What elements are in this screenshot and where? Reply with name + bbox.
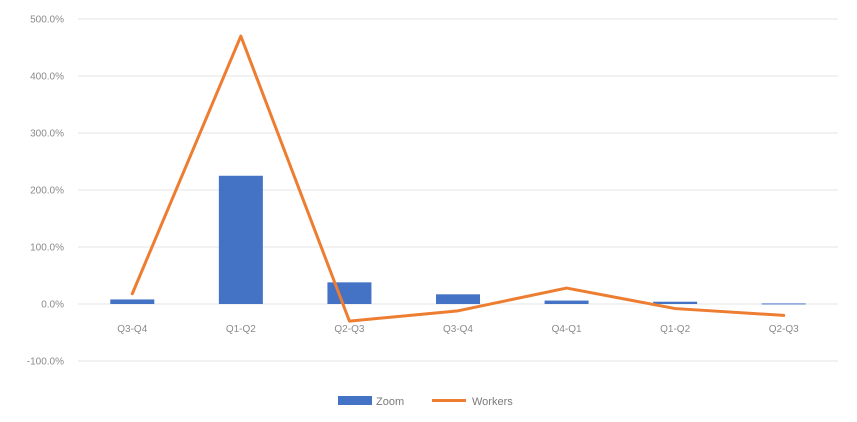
zoom-bars <box>110 175 806 305</box>
bar-zoom <box>653 301 698 304</box>
x-tick-label: Q2-Q3 <box>769 324 799 335</box>
x-tick-label: Q3-Q4 <box>443 324 473 335</box>
x-tick-label: Q2-Q3 <box>334 324 364 335</box>
y-tick-label: 200.0% <box>30 186 64 197</box>
x-tick-label: Q1-Q2 <box>226 324 256 335</box>
x-axis-tick-labels: Q3-Q4 Q1-Q2 Q2-Q3 Q3-Q4 Q4-Q1 Q1-Q2 Q2-Q3 <box>117 324 799 335</box>
legend-label-zoom: Zoom <box>376 396 404 408</box>
y-tick-label: 500.0% <box>30 15 64 26</box>
x-tick-label: Q1-Q2 <box>660 324 690 335</box>
x-tick-label: Q3-Q4 <box>117 324 147 335</box>
workers-line <box>130 34 786 323</box>
bar-zoom <box>436 294 480 304</box>
series-line-workers <box>130 34 786 323</box>
y-tick-label: 100.0% <box>30 243 64 254</box>
x-tick-label: Q4-Q1 <box>552 324 582 335</box>
y-tick-label: -100.0% <box>27 357 64 368</box>
y-axis-tick-labels: 500.0% 400.0% 300.0% 200.0% 100.0% 0.0% -100.0… <box>27 15 64 368</box>
y-tick-label: 300.0% <box>30 129 64 140</box>
bar-zoom <box>544 300 589 304</box>
legend-label-workers: Workers <box>472 396 513 408</box>
bar-zoom <box>327 282 372 304</box>
bar-zoom <box>110 299 155 304</box>
bar-zoom <box>218 175 263 304</box>
y-tick-label: 400.0% <box>30 72 64 83</box>
legend: Zoom Workers <box>338 396 513 408</box>
y-tick-label: 0.0% <box>41 300 64 311</box>
legend-swatch-zoom <box>338 396 372 405</box>
bar-zoom <box>761 303 806 305</box>
